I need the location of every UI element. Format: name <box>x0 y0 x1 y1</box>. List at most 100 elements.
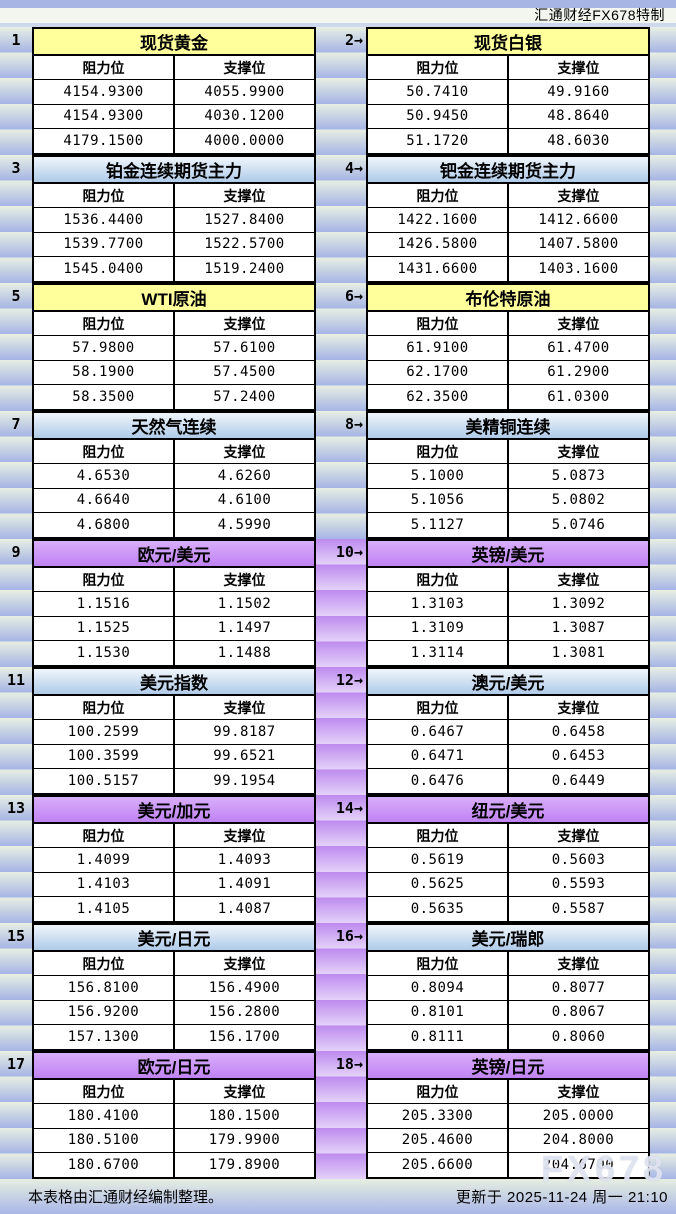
panel-header-row: 阻力位 支撑位 <box>34 696 314 721</box>
resistance-value: 5.1127 <box>368 512 509 537</box>
support-value: 48.8640 <box>509 104 648 129</box>
level-row: 1539.7700 1522.5700 <box>34 232 314 257</box>
resistance-value: 1431.6600 <box>368 256 509 281</box>
support-value: 156.1700 <box>175 1024 314 1049</box>
level-row: 157.1300 156.1700 <box>34 1024 314 1049</box>
level-row: 4.6640 4.6100 <box>34 488 314 513</box>
footer-source-text: 本表格由汇通财经编制整理。 <box>28 1189 224 1206</box>
resistance-value: 4154.9300 <box>34 80 175 105</box>
support-value: 1407.5800 <box>509 232 648 257</box>
panel-index-1: 1 <box>11 31 21 49</box>
panel-header-row: 阻力位 支撑位 <box>34 440 314 465</box>
level-row: 1.3114 1.3081 <box>368 640 648 665</box>
panel-header-row: 阻力位 支撑位 <box>368 1080 648 1105</box>
support-value: 1.1488 <box>175 640 314 665</box>
resistance-value: 0.6471 <box>368 744 509 769</box>
level-row: 0.6471 0.6453 <box>368 744 648 769</box>
support-value: 5.0746 <box>509 512 648 537</box>
resistance-value: 205.4600 <box>368 1128 509 1153</box>
level-row: 0.8094 0.8077 <box>368 976 648 1001</box>
panel-title: 现货黄金 <box>34 29 314 56</box>
panel-index-2-arrow: 2→ <box>344 31 363 49</box>
table-area: 现货黄金 阻力位 支撑位 4154.9300 4055.9900 4154.93… <box>0 27 676 1179</box>
support-header: 支撑位 <box>175 824 314 849</box>
quote-panel: 欧元/美元 阻力位 支撑位 1.1516 1.1502 1.1525 1.149… <box>32 539 316 667</box>
support-value: 156.2800 <box>175 1000 314 1025</box>
level-row: 5.1056 5.0802 <box>368 488 648 513</box>
resistance-header: 阻力位 <box>34 440 175 465</box>
resistance-value: 1426.5800 <box>368 232 509 257</box>
resistance-value: 180.4100 <box>34 1104 175 1129</box>
footer-strip: 本表格由汇通财经编制整理。 更新于 2025-11-24 周一 21:10 <box>0 1179 676 1214</box>
support-value: 57.4500 <box>175 360 314 385</box>
support-value: 1403.1600 <box>509 256 648 281</box>
level-row: 4154.9300 4055.9900 <box>34 80 314 105</box>
resistance-value: 4.6800 <box>34 512 175 537</box>
level-row: 0.8101 0.8067 <box>368 1000 648 1025</box>
panel-index-5: 5 <box>11 287 21 305</box>
gutter-band-greenblue <box>316 27 366 539</box>
panel-column-right: 现货白银 阻力位 支撑位 50.7410 49.9160 50.9450 48.… <box>366 27 650 1179</box>
level-row: 156.8100 156.4900 <box>34 976 314 1001</box>
resistance-value: 157.1300 <box>34 1024 175 1049</box>
resistance-value: 1.1525 <box>34 616 175 641</box>
resistance-value: 4154.9300 <box>34 104 175 129</box>
level-row: 61.9100 61.4700 <box>368 336 648 361</box>
resistance-value: 0.6467 <box>368 720 509 745</box>
level-row: 4.6530 4.6260 <box>34 464 314 489</box>
support-header: 支撑位 <box>175 952 314 977</box>
level-row: 1.4105 1.4087 <box>34 896 314 921</box>
resistance-value: 4.6640 <box>34 488 175 513</box>
quote-panel: 现货黄金 阻力位 支撑位 4154.9300 4055.9900 4154.93… <box>32 27 316 155</box>
support-header: 支撑位 <box>175 56 314 81</box>
resistance-header: 阻力位 <box>368 312 509 337</box>
level-row: 1545.0400 1519.2400 <box>34 256 314 281</box>
level-row: 156.9200 156.2800 <box>34 1000 314 1025</box>
resistance-value: 50.7410 <box>368 80 509 105</box>
support-value: 49.9160 <box>509 80 648 105</box>
panel-title: 美元/加元 <box>34 797 314 824</box>
panel-title: 欧元/美元 <box>34 541 314 568</box>
panel-header-row: 阻力位 支撑位 <box>368 56 648 81</box>
resistance-value: 61.9100 <box>368 336 509 361</box>
level-row: 1426.5800 1407.5800 <box>368 232 648 257</box>
level-row: 4179.1500 4000.0000 <box>34 128 314 153</box>
support-value: 1527.8400 <box>175 208 314 233</box>
panel-title: 美元指数 <box>34 669 314 696</box>
support-header: 支撑位 <box>509 440 648 465</box>
level-row: 1.1516 1.1502 <box>34 592 314 617</box>
panel-header-row: 阻力位 支撑位 <box>34 824 314 849</box>
support-header: 支撑位 <box>175 440 314 465</box>
resistance-value: 100.3599 <box>34 744 175 769</box>
resistance-value: 0.6476 <box>368 768 509 793</box>
level-row: 57.9800 57.6100 <box>34 336 314 361</box>
brand-note: 汇通财经FX678特制 <box>534 7 665 23</box>
support-value: 4.6100 <box>175 488 314 513</box>
resistance-value: 1422.1600 <box>368 208 509 233</box>
level-row: 1.3109 1.3087 <box>368 616 648 641</box>
support-value: 1412.6600 <box>509 208 648 233</box>
panel-index-18-arrow: 18→ <box>335 1055 363 1073</box>
quote-panel: 美元指数 阻力位 支撑位 100.2599 99.8187 100.3599 9… <box>32 667 316 795</box>
resistance-value: 5.1000 <box>368 464 509 489</box>
level-row: 0.6467 0.6458 <box>368 720 648 745</box>
level-row: 180.4100 180.1500 <box>34 1104 314 1129</box>
level-row: 1.3103 1.3092 <box>368 592 648 617</box>
level-row: 205.3300 205.0000 <box>368 1104 648 1129</box>
right-margin-column <box>650 27 676 1179</box>
panel-header-row: 阻力位 支撑位 <box>368 952 648 977</box>
panel-title: 布伦特原油 <box>368 285 648 312</box>
quote-panel: 美元/加元 阻力位 支撑位 1.4099 1.4093 1.4103 1.409… <box>32 795 316 923</box>
panel-header-row: 阻力位 支撑位 <box>34 184 314 209</box>
support-value: 1.3087 <box>509 616 648 641</box>
panel-index-4-arrow: 4→ <box>344 159 363 177</box>
resistance-header: 阻力位 <box>368 952 509 977</box>
resistance-header: 阻力位 <box>34 56 175 81</box>
resistance-header: 阻力位 <box>34 568 175 593</box>
support-header: 支撑位 <box>509 696 648 721</box>
resistance-value: 51.1720 <box>368 128 509 153</box>
level-row: 58.3500 57.2400 <box>34 384 314 409</box>
support-value: 1522.5700 <box>175 232 314 257</box>
support-value: 179.8900 <box>175 1152 314 1177</box>
